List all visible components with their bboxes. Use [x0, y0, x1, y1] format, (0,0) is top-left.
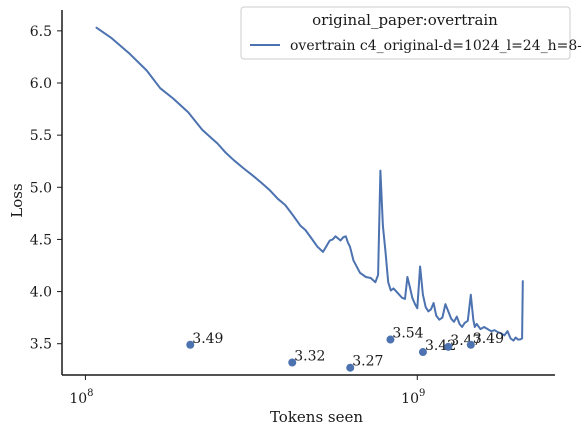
- data-point: [186, 340, 195, 349]
- y-tick-label: 5.5: [30, 128, 52, 144]
- point-label: 3.54: [392, 326, 423, 342]
- point-label: 3.49: [192, 331, 223, 347]
- data-point: [346, 363, 355, 372]
- y-tick-label: 4.0: [30, 285, 52, 301]
- data-point: [418, 348, 427, 357]
- y-axis-label: Loss: [8, 183, 26, 217]
- marker-points: 3.493.32 3.273.543.423.473.49: [186, 326, 504, 372]
- plot-area: 3.493.32 3.273.543.423.473.49: [95, 26, 524, 372]
- x-tick-label: 109: [401, 388, 425, 407]
- y-tick-label: 4.5: [30, 232, 52, 248]
- x-tick-label: 108: [69, 388, 93, 407]
- legend-box: [240, 6, 571, 60]
- series-line: [95, 26, 524, 342]
- y-tick-label: 6.0: [30, 76, 52, 92]
- data-point: [288, 358, 297, 367]
- legend-title: original_paper:overtrain: [312, 11, 498, 29]
- y-tick-labels: 3.5 4.0 4.5 5.0 5.5 6.0 6.5: [30, 24, 62, 353]
- legend: original_paper:overtrain overtrain c4_or…: [240, 6, 581, 60]
- data-point: [386, 335, 395, 344]
- point-label: 3.32: [294, 348, 325, 364]
- data-point: [444, 342, 453, 351]
- x-tick-labels: 108 109: [69, 375, 425, 407]
- y-tick-label: 3.5: [30, 337, 52, 353]
- y-tick-label: 6.5: [30, 24, 52, 40]
- y-tick-label: 5.0: [30, 180, 52, 196]
- legend-entry: overtrain c4_original-d=1024_l=24_h=8-0.…: [290, 38, 581, 54]
- data-point: [466, 340, 475, 349]
- x-axis-label: Tokens seen: [270, 408, 363, 426]
- point-label: 3.49: [473, 331, 504, 347]
- point-label: 3.27: [352, 354, 383, 370]
